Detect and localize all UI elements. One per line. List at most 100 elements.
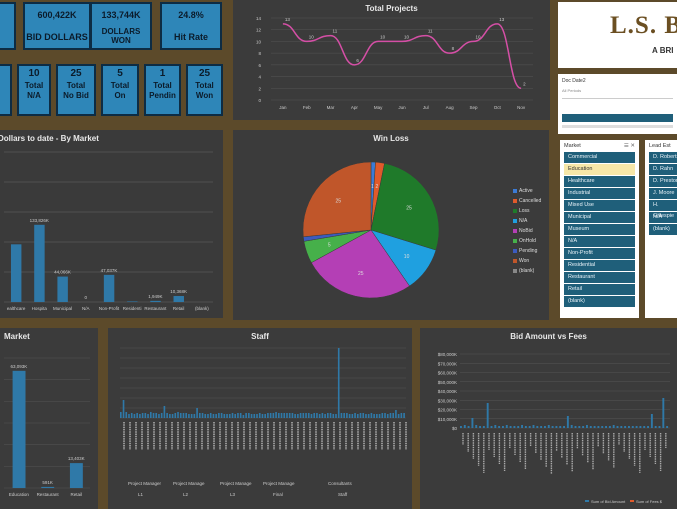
- kpi-count-line2: N/A: [27, 91, 41, 100]
- slice-label: 25: [358, 271, 364, 277]
- y-tick-label: 2: [258, 86, 261, 91]
- market-slicer-item[interactable]: N/A: [564, 236, 635, 247]
- lead-slicer-item[interactable]: J. Moore: [649, 188, 677, 199]
- market-slicer-item[interactable]: Museum: [564, 224, 635, 235]
- bar: [223, 414, 226, 418]
- bar: [231, 413, 234, 418]
- market-slicer-item[interactable]: Education: [564, 164, 635, 175]
- y-tick-label: 14: [256, 16, 262, 21]
- lead-slicer[interactable]: Lead Est D. Roberts D. Rahn D. Preston J. M…: [645, 140, 677, 318]
- lead-slicer-item[interactable]: D. Rahn: [649, 164, 677, 175]
- bar: [635, 426, 638, 428]
- market-slicer-item[interactable]: Residential: [564, 260, 635, 271]
- subgroup-label: Final: [273, 492, 283, 497]
- legend-entry: Pending: [513, 248, 537, 254]
- kpi-count-line2: On: [114, 91, 126, 100]
- data-label: 2: [523, 81, 526, 86]
- bar: [381, 413, 384, 418]
- market-slicer-item[interactable]: (blank): [564, 296, 635, 307]
- bar: [555, 426, 558, 428]
- bar: [280, 413, 283, 418]
- date-slicer-scrollbar[interactable]: [562, 125, 673, 128]
- bar: [482, 426, 485, 428]
- market-slicer[interactable]: Market ☰ ✕ Commercial Education Healthcare…: [560, 140, 639, 318]
- market-slicer-item[interactable]: Municipal: [564, 212, 635, 223]
- bar: [639, 426, 642, 428]
- filter-clear-icon[interactable]: ☰ ✕: [623, 143, 635, 149]
- date-slicer-timeline[interactable]: [562, 114, 673, 122]
- legend-label: Won: [519, 258, 530, 264]
- bar: [324, 414, 326, 418]
- bar: [69, 463, 83, 488]
- bar: [256, 414, 258, 418]
- x-tick-label: Apr: [351, 105, 359, 110]
- bar: [400, 413, 403, 418]
- kpi-count-value: 10: [28, 68, 40, 79]
- data-label: 47,037K: [101, 268, 118, 273]
- kpi-total-na: 10 Total N/A: [17, 64, 51, 116]
- bar: [313, 413, 316, 418]
- bar: [650, 414, 653, 428]
- y-tick-label: $80,000K: [438, 352, 457, 357]
- date-slicer[interactable]: Doc Date2 All Periods: [558, 74, 677, 134]
- market-slicer-item[interactable]: Healthcare: [564, 176, 635, 187]
- bar: [612, 425, 615, 428]
- date-slicer-title: Doc Date2: [562, 78, 586, 84]
- group-label: Project Manage: [173, 481, 205, 486]
- bar: [601, 426, 604, 428]
- lead-slicer-item[interactable]: (blank): [649, 224, 677, 235]
- lead-slicer-item[interactable]: H. Gillespie: [649, 200, 677, 219]
- y-tick-label: $20,000K: [438, 408, 457, 413]
- by-market-panel: Dollars to date - By Market ealthcare 133…: [0, 130, 223, 318]
- chart-title: Market: [4, 332, 30, 341]
- lead-slicer-item[interactable]: N/A: [649, 212, 677, 223]
- legend-label: (blank): [519, 268, 535, 274]
- y-tick-label: 10: [256, 39, 262, 44]
- bar: [343, 413, 345, 418]
- lead-slicer-item[interactable]: D. Roberts: [649, 152, 677, 163]
- bar: [302, 413, 305, 418]
- bar: [348, 414, 351, 418]
- bar: [463, 425, 466, 428]
- data-label: 1,949K: [148, 294, 162, 299]
- x-tick-label: Non-Profit: [99, 306, 120, 311]
- bar: [136, 413, 138, 418]
- market-slicer-item[interactable]: Restaurant: [564, 272, 635, 283]
- x-tick-label: May: [374, 105, 383, 110]
- bar: [384, 413, 386, 418]
- bar: [397, 414, 400, 418]
- lead-slicer-item[interactable]: D. Preston: [649, 176, 677, 187]
- data-label: 63,093K: [11, 364, 28, 369]
- chart-title: Dollars to date - By Market: [0, 134, 99, 143]
- bar: [237, 413, 239, 418]
- kpi-count-value: 25: [198, 68, 211, 79]
- bar: [283, 413, 286, 418]
- bar: [528, 426, 531, 428]
- total-projects-panel: Total Projects 0 2 4 6 8 10 12 14 13 Jan 10 Feb 11 Ma…: [233, 0, 550, 120]
- data-label: 13,403K: [68, 456, 85, 461]
- chart-title: Total Projects: [365, 4, 418, 13]
- y-tick-label: $70,000K: [438, 361, 457, 366]
- bar: [662, 398, 665, 428]
- market-slicer-item[interactable]: Retail: [564, 284, 635, 295]
- market-slicer-item[interactable]: Mixed Use: [564, 200, 635, 211]
- bar: [378, 414, 381, 418]
- pie-slice: [302, 161, 372, 238]
- winloss-panel: Win Loss 1 2 25 10 25 5 25 Active Cancelled Loss…: [233, 130, 549, 320]
- bar: [299, 413, 302, 418]
- bar: [297, 414, 299, 418]
- legend-swatch: [513, 259, 517, 263]
- legend-entry: NoBid: [513, 228, 533, 234]
- market-slicer-item[interactable]: Industrial: [564, 188, 635, 199]
- x-tick-label: Hospita: [32, 306, 48, 311]
- bar: [505, 425, 508, 428]
- subgroup-label: Staff: [338, 492, 348, 497]
- kpi-dollars-won: 133,744K DOLLARS WON: [90, 2, 152, 50]
- market-slicer-item[interactable]: Commercial: [564, 152, 635, 163]
- group-label: Project Manage: [263, 481, 295, 486]
- market-slicer-item[interactable]: Non-Profit: [564, 248, 635, 259]
- bar: [152, 413, 155, 418]
- data-label: 8: [452, 46, 455, 51]
- bar: [563, 426, 565, 428]
- bar: [253, 414, 256, 418]
